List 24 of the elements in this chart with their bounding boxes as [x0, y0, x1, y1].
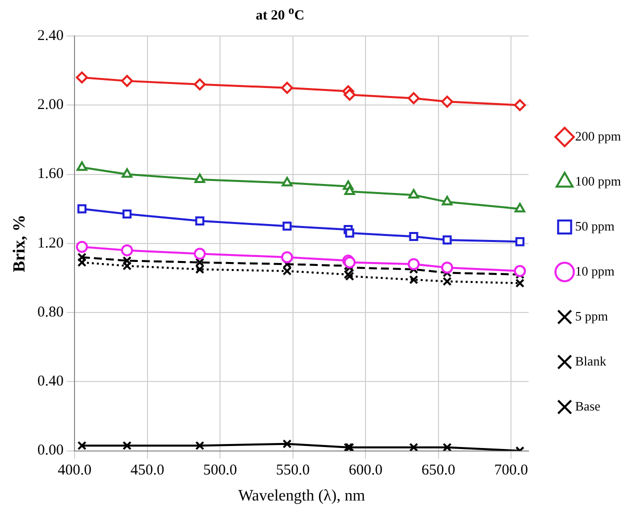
y-tick-label: 0.80	[37, 304, 64, 320]
legend-label: 50 ppm	[575, 218, 615, 234]
y-tick-label: 2.40	[37, 28, 64, 44]
y-axis-title: Brix, %	[10, 214, 29, 272]
x-tick-label: 650.0	[422, 462, 456, 479]
x-tick-label: 400.0	[58, 462, 92, 479]
legend-label: 5 ppm	[575, 308, 608, 324]
y-tick-label: 0.40	[37, 374, 64, 390]
legend-label: 100 ppm	[575, 173, 622, 188]
legend-label: 10 ppm	[575, 263, 615, 278]
legend-label: 200 ppm	[575, 128, 622, 144]
y-tick-label: 2.00	[37, 97, 64, 114]
y-tick-label: 0.00	[37, 442, 64, 459]
x-axis-title: Wavelength (λ), nm	[238, 488, 366, 505]
y-tick-label: 1.60	[37, 166, 64, 182]
legend-label: Blank	[575, 353, 607, 368]
x-tick-label: 450.0	[130, 462, 164, 479]
x-tick-label: 700.0	[494, 462, 528, 479]
x-tick-label: 500.0	[203, 462, 238, 479]
chart-title: at 20 $^{o}$C	[254, 4, 306, 25]
x-tick-label: 600.0	[348, 462, 383, 479]
y-tick-label: 1.20	[37, 235, 64, 252]
legend-label: Base	[575, 398, 601, 414]
x-tick-label: 550.0	[276, 462, 310, 479]
